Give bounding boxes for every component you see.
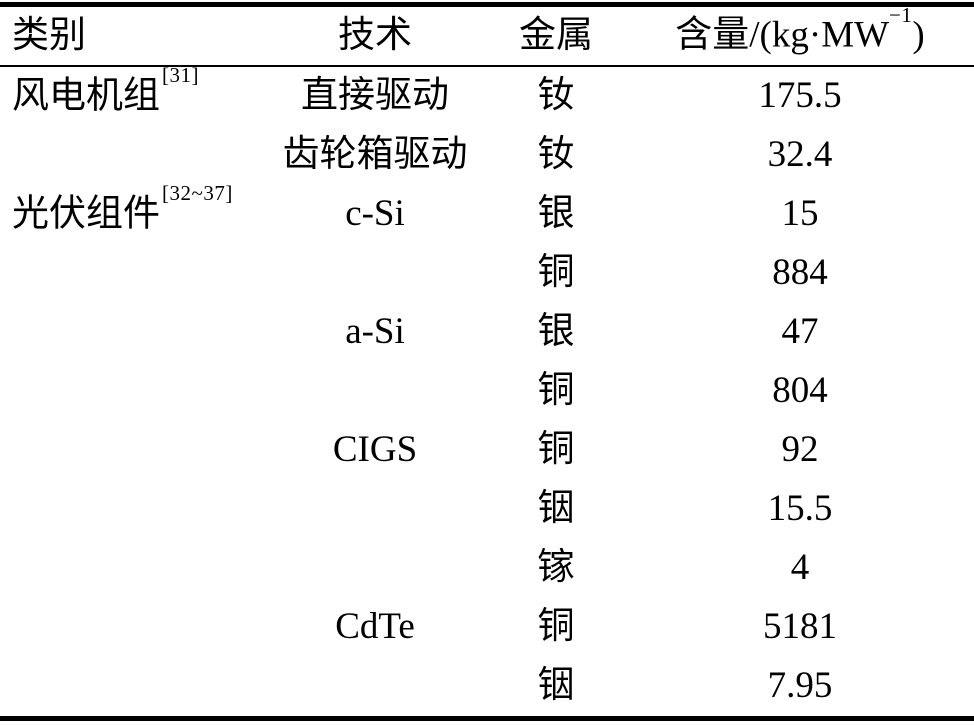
cell-technology: c-Si — [345, 193, 405, 235]
table-row: 铟 7.95 — [0, 657, 974, 716]
cell-metal: 钕 — [537, 75, 575, 117]
cell-value: 4 — [790, 547, 810, 589]
table-row: 镓 4 — [0, 539, 974, 598]
cell-category — [0, 371, 250, 412]
cell-metal: 银 — [537, 193, 575, 235]
column-header-content: 含量/(kg·MW−1) — [612, 3, 974, 56]
content-unit-suffix: ) — [912, 14, 925, 56]
cell-category — [0, 489, 250, 530]
citation-superscript: [31] — [162, 63, 199, 88]
cell-value: 804 — [772, 370, 828, 412]
cell-value: 15.5 — [767, 488, 833, 530]
table-row: CIGS 铜 92 — [0, 421, 974, 480]
cell-technology: 齿轮箱驱动 — [282, 134, 468, 176]
cell-value: 15 — [781, 193, 819, 235]
table-row: 光伏组件[32~37] c-Si 银 15 — [0, 181, 974, 244]
cell-metal: 铟 — [537, 488, 575, 530]
cell-metal: 铜 — [537, 606, 575, 648]
cell-value: 47 — [781, 311, 819, 353]
cell-value: 884 — [772, 252, 828, 294]
cell-category — [0, 253, 250, 294]
column-header-category: 类别 — [12, 14, 86, 56]
table-row: a-Si 银 47 — [0, 303, 974, 362]
cell-metal: 铜 — [537, 370, 575, 412]
cell-metal: 钕 — [537, 134, 575, 176]
cell-technology: 直接驱动 — [301, 75, 449, 117]
cell-metal: 镓 — [537, 547, 575, 589]
cell-metal: 铜 — [537, 252, 575, 294]
cell-category: 风电机组[31] — [12, 63, 199, 117]
cell-value: 5181 — [763, 606, 837, 648]
cell-technology: CdTe — [335, 606, 415, 648]
cell-metal: 银 — [537, 311, 575, 353]
cell-category — [0, 135, 250, 176]
table-row: CdTe 铜 5181 — [0, 598, 974, 657]
cell-value: 32.4 — [767, 134, 833, 176]
content-unit-prefix: 含量/(kg·MW — [675, 14, 890, 56]
table-row: 铜 804 — [0, 362, 974, 421]
cell-value: 92 — [781, 429, 819, 471]
column-header-technology: 技术 — [338, 14, 412, 56]
cell-value: 175.5 — [758, 75, 842, 117]
citation-superscript: [32~37] — [162, 181, 233, 206]
table-row: 铜 884 — [0, 244, 974, 303]
content-unit-exponent: −1 — [889, 2, 913, 27]
column-header-metal: 金属 — [519, 14, 593, 56]
cell-category — [0, 312, 250, 353]
table-row: 齿轮箱驱动 钕 32.4 — [0, 126, 974, 185]
cell-technology: a-Si — [345, 311, 405, 353]
table-row: 风电机组[31] 直接驱动 钕 175.5 — [0, 63, 974, 126]
table-header-row: 类别 技术 金属 含量/(kg·MW−1) — [0, 3, 974, 67]
cell-category — [0, 666, 250, 707]
cell-metal: 铜 — [537, 429, 575, 471]
cell-metal: 铟 — [537, 665, 575, 707]
table-body: 风电机组[31] 直接驱动 钕 175.5 齿轮箱驱动 钕 32.4 光伏组件[… — [0, 63, 974, 716]
cell-category — [0, 548, 250, 589]
cell-category — [0, 430, 250, 471]
cell-category: 光伏组件[32~37] — [12, 181, 233, 235]
table-row: 铟 15.5 — [0, 480, 974, 539]
cell-technology: CIGS — [332, 429, 418, 471]
cell-value: 7.95 — [767, 665, 833, 707]
cell-category — [0, 607, 250, 648]
